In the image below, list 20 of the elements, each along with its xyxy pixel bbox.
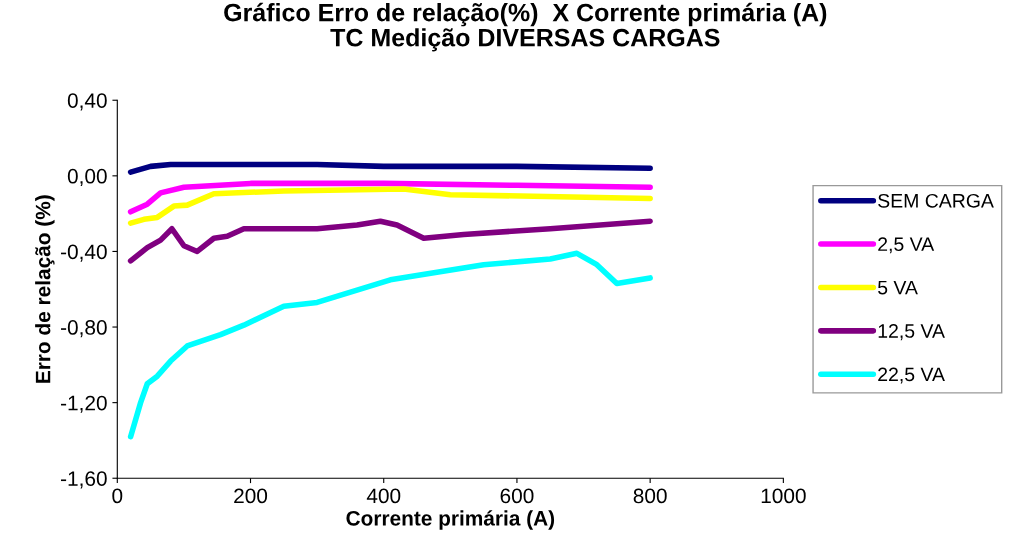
y-tick-label: 0,00 xyxy=(67,168,107,187)
x-axis-title: Corrente primária (A) xyxy=(346,510,555,530)
legend-label: 2,5 VA xyxy=(878,237,935,254)
legend-label: 12,5 VA xyxy=(878,324,945,341)
legend-label: 5 VA xyxy=(878,280,918,295)
x-tick-label: 400 xyxy=(366,488,401,504)
y-tick-label: -0,40 xyxy=(61,244,107,262)
x-tick-label: 0 xyxy=(112,488,123,504)
x-tick-label: 1000 xyxy=(761,488,806,504)
y-tick-label: 0,40 xyxy=(67,93,107,111)
y-tick-label: -1,60 xyxy=(61,471,107,489)
y-tick-label: -1,20 xyxy=(61,395,107,413)
chart-title: Gráfico Erro de relação(%) X Corrente primária (A) TC Medição DIVERSAS CARGAS xyxy=(224,2,827,52)
x-tick-label: 800 xyxy=(633,488,667,504)
y-tick-label: -0,80 xyxy=(61,320,107,338)
x-tick-label: 600 xyxy=(500,488,534,504)
y-axis-title: Erro de relação (%) xyxy=(35,195,55,383)
legend-label: SEM CARGA xyxy=(878,193,994,208)
x-tick-label: 200 xyxy=(234,488,268,504)
legend-label: 22,5 VA xyxy=(878,367,945,384)
